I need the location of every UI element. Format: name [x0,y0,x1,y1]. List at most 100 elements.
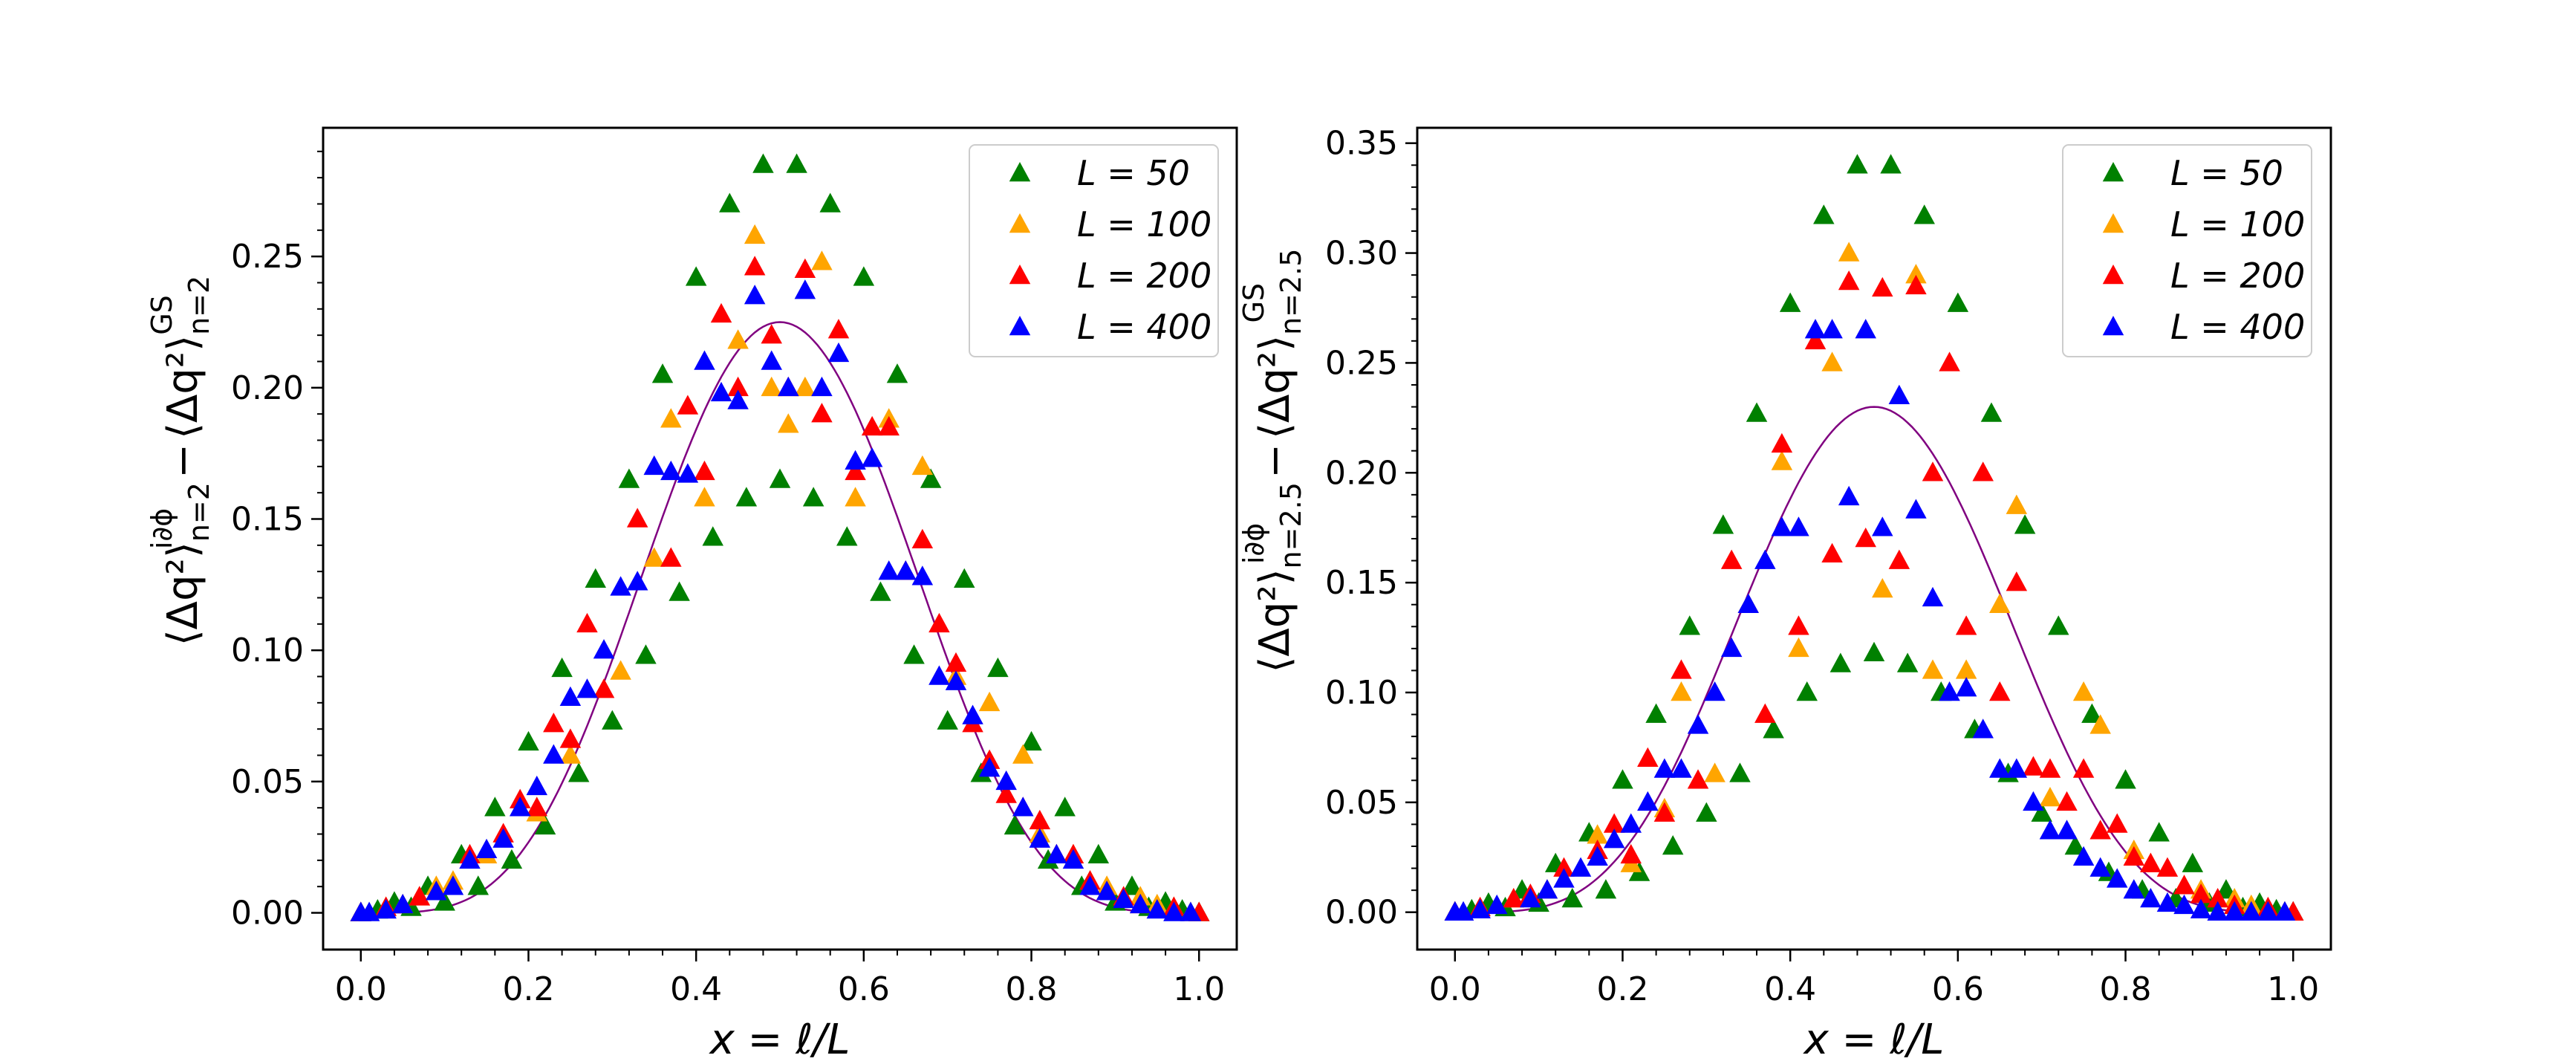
data-point [954,568,975,588]
data-point [1989,593,2011,613]
data-point [576,678,598,698]
data-point [1771,432,1793,453]
data-point [1989,758,2011,778]
data-point [1896,652,1919,672]
data-point [677,463,699,483]
y-axis-title: ⟨Δq²⟩n=2i∂ϕ−⟨Δq²⟩n=2GS [146,276,215,646]
series-l400 [350,279,1202,921]
legend-marker [2102,316,2124,336]
data-point [2207,887,2228,908]
data-point [903,644,925,664]
data-point [2223,901,2245,921]
data-point [1486,894,1508,915]
data-point [1788,615,1809,635]
data-point [576,612,598,633]
data-point [702,526,723,546]
legend-box [969,144,1219,357]
data-point [459,849,481,869]
x-axis-title: x = ℓ/L [709,1016,850,1064]
data-point [1620,813,1642,833]
data-point [2006,758,2028,778]
y-tick-label: 0.20 [1325,454,1398,492]
ylabel-sup1: i∂ϕ [146,508,178,549]
data-point [945,670,967,690]
legend-marker [1009,162,1031,182]
data-point [2006,571,2028,591]
data-point [761,376,782,397]
ylabel-sup1: i∂ϕ [1237,523,1270,564]
data-point [727,389,749,409]
data-point [467,875,489,895]
data-point [1905,274,1927,295]
y-tick-label: 0.25 [1325,344,1398,382]
fit-curve [1454,406,2294,913]
data-point [1553,857,1575,877]
data-point [2173,894,2195,915]
data-point [945,652,967,672]
data-point [660,547,682,567]
legend: L = 50 L = 100 L = 200 L = 400 [2062,144,2312,357]
data-point [593,678,615,698]
data-point [2006,494,2028,514]
data-point [1113,888,1134,909]
right-panel: ⟨Δq²⟩n=2.5i∂ϕ−⟨Δq²⟩n=2.5GS 0.000.050.100… [1237,125,2332,1064]
data-point [978,757,1001,777]
data-point [1046,843,1067,864]
axes-frame [1416,126,2332,951]
data-point [2190,883,2212,904]
legend-label: L = 400 [1077,307,1211,347]
y-tick-label: 0.10 [1325,674,1398,712]
data-point [727,329,749,349]
data-point [434,891,455,911]
data-point [1620,843,1642,864]
data-point [1863,641,1885,662]
data-point [1079,875,1101,895]
data-point [602,710,623,730]
data-point [2081,703,2103,723]
data-point [819,192,841,213]
data-point [970,762,992,782]
data-point [1704,681,1726,701]
data-point [2190,898,2212,919]
data-point [962,704,983,724]
data-point [2072,681,2095,701]
left-panel: ⟨Δq²⟩n=2i∂ϕ−⟨Δq²⟩n=2GS 0.000.050.100.150… [146,126,1238,1064]
data-point [2123,846,2145,866]
data-point [744,256,766,276]
data-point [1163,901,1185,921]
data-point [2023,791,2044,811]
data-point [1062,849,1084,869]
legend: L = 50 L = 100 L = 200 L = 400 [969,144,1219,357]
data-point [2056,791,2078,811]
data-point [1754,703,1776,723]
y-tick-label: 0.00 [1325,894,1398,932]
data-point [911,528,934,549]
data-point [920,468,942,488]
data-point [567,762,590,782]
data-point [1872,578,1893,598]
data-point [2274,901,2296,921]
data-point [978,691,1001,712]
data-point [1603,813,1625,833]
data-point [618,468,640,488]
data-point [1838,241,1860,262]
data-point [1452,901,1474,921]
data-point [2182,852,2204,872]
ylabel-sub2: n=2 [183,276,215,335]
ylabel-sup2: GS [146,295,178,335]
data-point [2123,879,2145,899]
data-point [1939,681,1960,701]
ylabel-sub2: n=2.5 [1275,249,1307,335]
data-point [1939,351,1960,372]
data-point [1855,528,1876,548]
data-point [853,266,875,286]
data-point [694,460,715,481]
data-point [1821,542,1843,562]
x-tick-label: 0.6 [838,970,890,1008]
data-point [870,581,891,601]
y-tick-label: 0.30 [1325,235,1398,273]
x-axis-title: x = ℓ/L [1803,1016,1945,1064]
data-point [911,565,934,585]
data-point [2140,852,2162,872]
data-point [895,560,917,580]
